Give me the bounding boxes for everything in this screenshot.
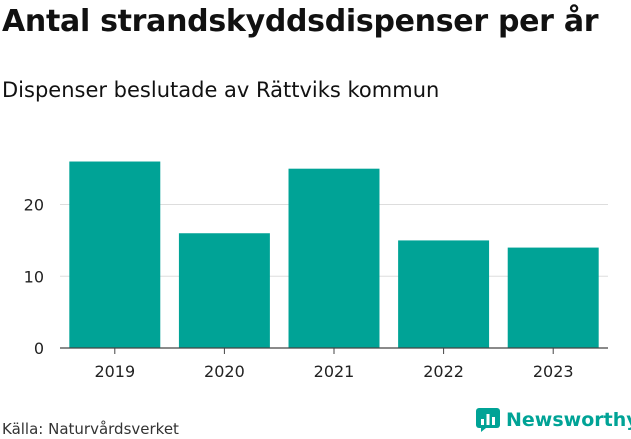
- y-tick-label: 10: [24, 267, 44, 286]
- source-note: Källa: Naturvårdsverket: [2, 420, 179, 438]
- x-tick-label: 2019: [94, 362, 135, 381]
- x-tick-label: 2021: [314, 362, 355, 381]
- bar-2023: [507, 247, 599, 348]
- bar-2019: [69, 161, 161, 348]
- bar-2022: [398, 240, 490, 348]
- x-tick-label: 2023: [533, 362, 574, 381]
- bar-2021: [288, 168, 380, 348]
- bar-chart: 0 10 20 2019 2020 2021 2022 2023: [24, 161, 608, 381]
- y-tick-label: 0: [34, 339, 44, 358]
- x-tick-label: 2020: [204, 362, 245, 381]
- newsworthy-logo: Newsworthy: [476, 408, 631, 432]
- y-tick-label: 20: [24, 196, 44, 215]
- chart-title: Antal strandskyddsdispenser per år: [2, 4, 599, 39]
- chart-subtitle: Dispenser beslutade av Rättviks kommun: [2, 78, 440, 102]
- bar-chart-logo-icon: [476, 408, 500, 432]
- bar-2020: [178, 233, 270, 348]
- brand-name: Newsworthy: [506, 409, 631, 431]
- x-tick-label: 2022: [423, 362, 464, 381]
